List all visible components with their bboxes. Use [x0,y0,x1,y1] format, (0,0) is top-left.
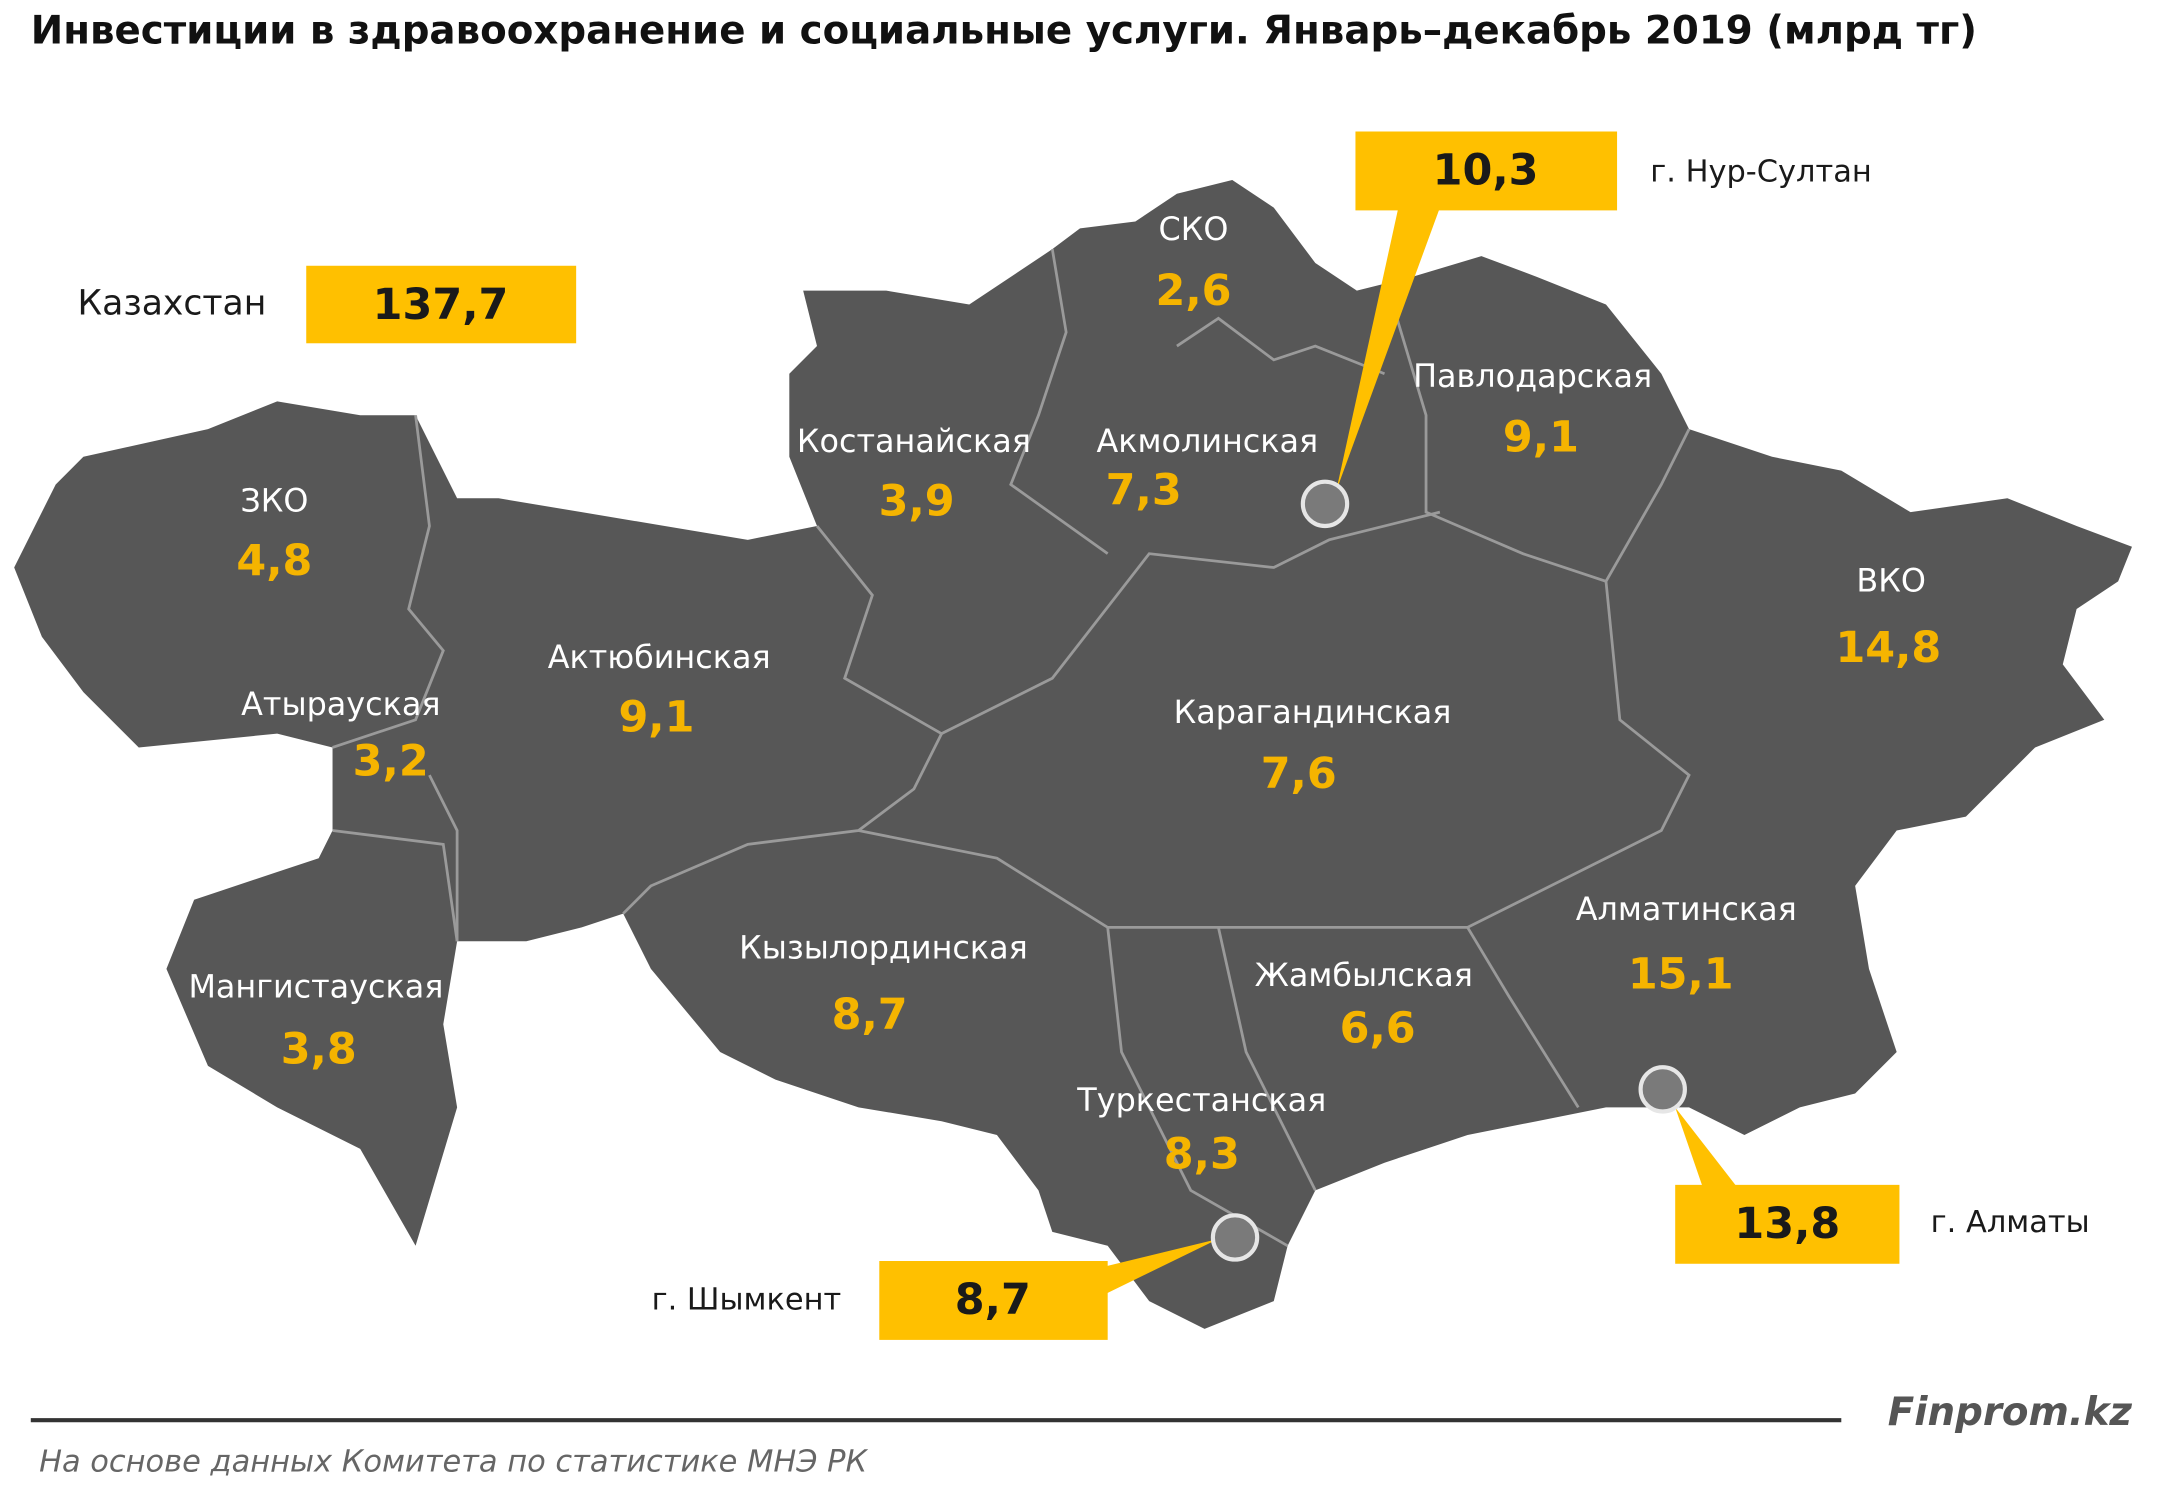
region-name: Карагандинская [1174,693,1452,731]
city-dot [1300,479,1350,529]
city-callouts: 10,3 г. Нур-Султан 13,8 г. Алматы 8,7 г.… [652,131,2090,1340]
region-name: Кызылординская [739,929,1028,967]
brand: Finprom.kz [1888,1390,2133,1435]
regions: ЗКО 4,8 Атырауская 3,2 Мангистауская 3,8… [188,210,1941,1180]
region-value: 7,6 [1261,749,1337,799]
region-name: Мангистауская [188,967,443,1005]
region-value: 6,6 [1340,1004,1416,1054]
region-name: ЗКО [240,481,308,519]
source-note: На основе данных Комитета по статистике … [39,1445,868,1480]
region-value: 3,8 [281,1024,357,1074]
country-value: 137,7 [373,280,509,330]
region-name: СКО [1159,210,1229,248]
region-name: Павлодарская [1413,357,1652,395]
city-dot [1210,1213,1260,1262]
callout-pointer [1675,1107,1738,1188]
region-name: Жамбылская [1255,956,1473,994]
value-box [1355,131,1618,211]
region-value: 9,1 [618,692,694,742]
region-value: 8,3 [1164,1130,1240,1180]
region-value: 8,7 [832,990,908,1040]
region-value: 15,1 [1628,950,1734,1000]
region-value: 3,9 [879,476,955,526]
region-name: Алматинская [1576,890,1797,928]
country-total: Казахстан 137,7 [78,265,577,344]
city-name: г. Шымкент [652,1283,842,1318]
region-value: 9,1 [1503,413,1579,463]
city-dot [1638,1065,1687,1114]
value-box [1675,1184,1900,1264]
country-shape [14,179,2132,1329]
city-value: 10,3 [1433,146,1539,196]
country-name: Казахстан [78,284,267,324]
city-value: 13,8 [1734,1199,1840,1249]
region-value: 4,8 [236,536,312,586]
region-value: 3,2 [353,737,429,787]
value-box [306,265,577,344]
city-name: г. Алматы [1931,1205,2090,1240]
city-value: 8,7 [955,1275,1031,1325]
city-name: г. Нур-Султан [1650,155,1872,190]
region-name: Актюбинская [548,638,771,676]
region-value: 2,6 [1156,266,1232,316]
region-value: 14,8 [1835,623,1941,673]
title: Инвестиции в здравоохранение и социальны… [31,9,1977,54]
region-name: Акмолинская [1096,422,1318,460]
region-name: Костанайская [797,422,1031,460]
value-box [879,1260,1108,1340]
region-value: 7,3 [1106,465,1182,515]
region-name: ВКО [1856,562,1925,600]
region-name: Атырауская [241,685,440,723]
region-name: Туркестанская [1076,1081,1326,1119]
